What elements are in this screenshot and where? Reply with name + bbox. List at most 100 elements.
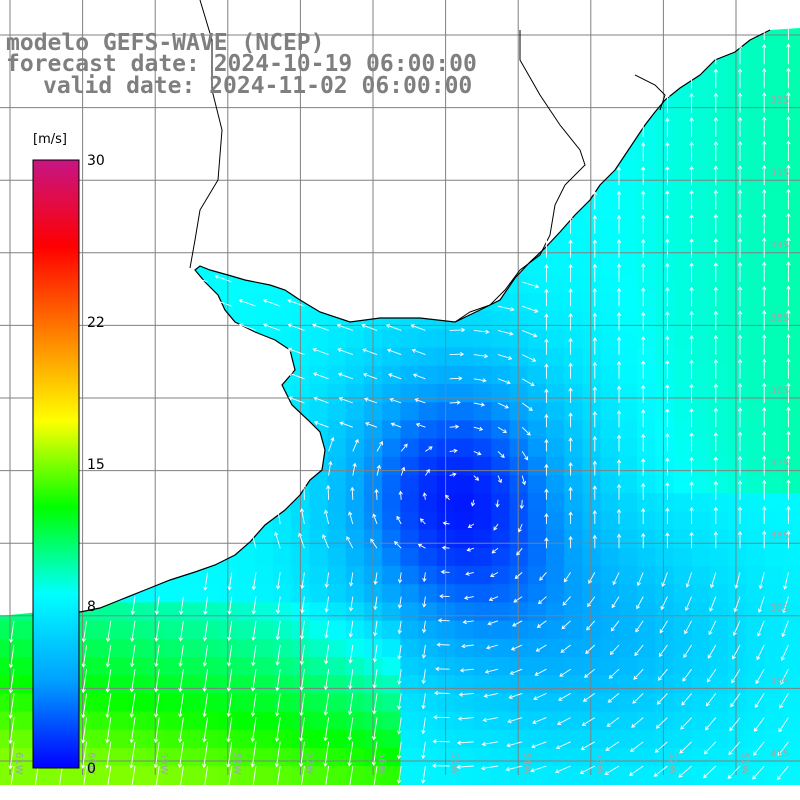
field-cell (382, 475, 401, 494)
field-cell (746, 729, 765, 749)
wind-arrow (654, 741, 668, 753)
field-cell (764, 293, 784, 312)
wind-arrow (461, 643, 474, 649)
field-cell (345, 711, 365, 731)
wind-arrow (346, 536, 354, 549)
field-cell (582, 675, 602, 694)
field-cell (400, 711, 420, 731)
field-cell (309, 693, 329, 713)
field-cell (618, 220, 638, 239)
field-cell (782, 493, 800, 512)
field-cell (709, 111, 729, 130)
field-cell (746, 220, 765, 239)
wind-arrow (32, 765, 39, 795)
field-cell (418, 511, 438, 531)
field-cell (546, 529, 565, 549)
wind-arrow (288, 396, 305, 404)
wind-arrow (737, 44, 743, 65)
field-cell (491, 766, 511, 785)
wind-arrow (337, 348, 353, 356)
field-cell (564, 293, 583, 312)
field-cell (618, 293, 638, 312)
wind-arrow (238, 323, 257, 331)
wind-arrow (226, 741, 233, 768)
field-cell (673, 238, 693, 258)
field-cell (345, 638, 365, 658)
wind-arrow (568, 387, 573, 403)
field-cell (109, 638, 128, 658)
field-cell (709, 329, 729, 349)
field-cell (491, 657, 511, 676)
field-cell (564, 329, 583, 349)
wind-arrow (713, 68, 718, 89)
field-cell (782, 511, 800, 531)
field-cell (782, 92, 800, 112)
wind-arrow (287, 323, 305, 331)
field-cell (546, 638, 565, 658)
wind-arrow (713, 262, 718, 282)
field-cell (709, 129, 729, 148)
wind-arrow (422, 596, 427, 608)
field-cell (182, 584, 201, 603)
wind-arrow (568, 511, 573, 524)
lat-label: 38S (770, 531, 789, 542)
field-cell (0, 657, 19, 676)
wind-arrow (713, 116, 718, 137)
field-cell (782, 420, 800, 440)
wind-arrow (275, 572, 281, 590)
field-cell (400, 529, 420, 549)
field-cell (400, 729, 420, 749)
field-cell (382, 766, 401, 785)
field-cell (764, 183, 784, 203)
field-cell (18, 657, 37, 676)
wind-arrow (580, 741, 596, 750)
field-cell (455, 657, 474, 676)
wind-arrow (301, 483, 307, 500)
field-cell (564, 311, 583, 330)
field-cell (600, 602, 620, 622)
wind-arrow (682, 668, 692, 682)
wind-arrow (713, 407, 718, 428)
wind-arrow (641, 238, 646, 258)
wind-arrow (250, 765, 257, 793)
field-cell (182, 729, 201, 749)
field-cell (637, 274, 656, 294)
wind-arrow (616, 434, 622, 452)
field-cell (728, 147, 747, 167)
wind-arrow (338, 397, 353, 404)
field-cell (436, 438, 456, 458)
field-cell (655, 493, 674, 512)
wind-arrow (713, 92, 718, 113)
field-cell (637, 147, 656, 167)
field-cell (728, 693, 747, 713)
field-cell (637, 638, 656, 658)
colorbar-tick: 0 (87, 761, 96, 777)
wind-arrow (251, 572, 257, 591)
field-cell (473, 384, 492, 403)
field-cell (127, 602, 147, 622)
wind-arrow (616, 214, 622, 234)
wind-arrow (568, 486, 573, 500)
wind-arrow (568, 362, 573, 379)
wind-arrow (439, 594, 450, 599)
wind-arrow (544, 413, 549, 428)
field-cell (345, 766, 365, 785)
field-cell (637, 420, 656, 440)
field-cell (709, 183, 729, 203)
field-cell (418, 365, 438, 385)
field-cell (109, 675, 128, 694)
field-cell (746, 202, 765, 221)
field-cell (418, 766, 438, 785)
wind-arrow (299, 717, 305, 742)
field-cell (618, 384, 638, 403)
field-cell (673, 129, 693, 148)
wind-arrow (250, 741, 257, 768)
field-cell (782, 438, 800, 458)
field-cell (345, 602, 365, 622)
field-cell (182, 675, 201, 694)
field-cell (163, 729, 183, 749)
field-cell (546, 256, 565, 276)
field-cell (600, 766, 620, 785)
field-cell (455, 456, 474, 476)
field-cell (764, 202, 784, 221)
